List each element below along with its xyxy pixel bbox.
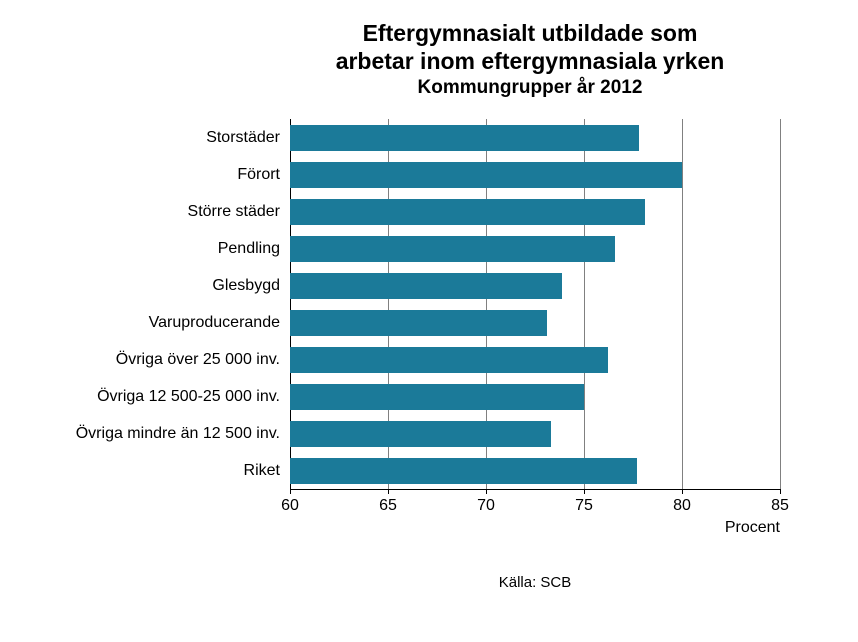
bar [290, 199, 645, 225]
bar-row [290, 421, 551, 447]
bar-row [290, 384, 584, 410]
x-tick-mark [682, 489, 683, 494]
bar-row [290, 236, 615, 262]
category-label: Större städer [30, 199, 280, 225]
category-label: Glesbygd [30, 273, 280, 299]
x-tick-label: 80 [673, 497, 691, 515]
category-label: Pendling [30, 236, 280, 262]
bar-row [290, 273, 562, 299]
bar [290, 458, 637, 484]
category-label: Riket [30, 458, 280, 484]
chart-subtitle: Kommungrupper år 2012 [240, 77, 820, 99]
chart-container: Eftergymnasialt utbildade som arbetar in… [40, 20, 820, 620]
chart-title-block: Eftergymnasialt utbildade som arbetar in… [240, 20, 820, 99]
source-label: Källa: SCB [499, 574, 572, 591]
chart-title-line1: Eftergymnasialt utbildade som [240, 20, 820, 48]
plot-area: StorstäderFörortStörre städerPendlingGle… [290, 119, 780, 489]
bar-row [290, 458, 637, 484]
grid-line [682, 119, 683, 489]
bar [290, 236, 615, 262]
bar-row [290, 162, 682, 188]
bar [290, 347, 608, 373]
bar [290, 162, 682, 188]
bar-row [290, 347, 608, 373]
category-label: Övriga 12 500-25 000 inv. [30, 384, 280, 410]
category-label: Varuproducerande [30, 310, 280, 336]
bar-row [290, 125, 639, 151]
bar-row [290, 199, 645, 225]
x-tick-label: 60 [281, 497, 299, 515]
x-tick-label: 65 [379, 497, 397, 515]
x-tick-label: 85 [771, 497, 789, 515]
x-axis-title: Procent [725, 519, 780, 537]
chart-title-line2: arbetar inom eftergymnasiala yrken [240, 48, 820, 76]
bar-row [290, 310, 547, 336]
x-axis-line [290, 489, 780, 490]
bar [290, 384, 584, 410]
bar [290, 273, 562, 299]
grid-line [780, 119, 781, 489]
category-label: Övriga över 25 000 inv. [30, 347, 280, 373]
x-tick-label: 75 [575, 497, 593, 515]
x-tick-label: 70 [477, 497, 495, 515]
x-tick-mark [584, 489, 585, 494]
bar [290, 421, 551, 447]
x-tick-mark [290, 489, 291, 494]
bar [290, 310, 547, 336]
bar [290, 125, 639, 151]
category-label: Förort [30, 162, 280, 188]
category-label: Storstäder [30, 125, 280, 151]
x-tick-mark [486, 489, 487, 494]
category-label: Övriga mindre än 12 500 inv. [30, 421, 280, 447]
x-tick-mark [780, 489, 781, 494]
x-tick-mark [388, 489, 389, 494]
